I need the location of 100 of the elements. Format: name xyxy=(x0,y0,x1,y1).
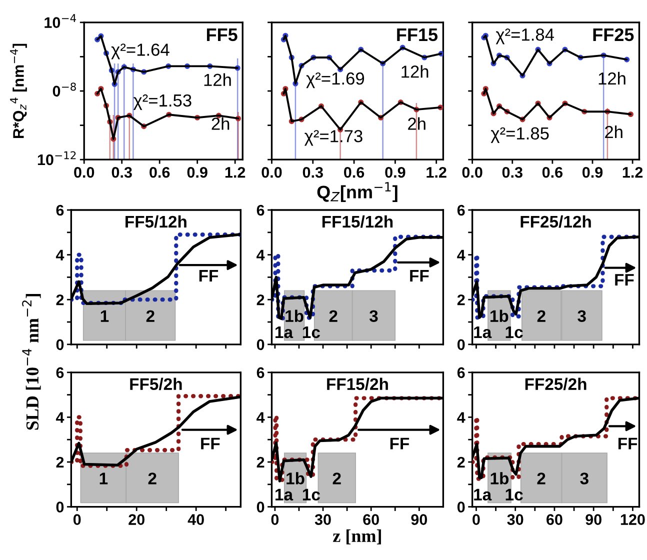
x-tick-label: 0.9 xyxy=(582,166,603,178)
chart-title: FF25/2h xyxy=(525,378,586,390)
band-label: 2 xyxy=(332,472,341,484)
band-label: 3 xyxy=(578,310,586,322)
y-tick-label: 0$^{−8}$ xyxy=(52,82,76,97)
x-tick-label: 0.0 xyxy=(74,166,94,178)
y-tick-label: 2 xyxy=(457,456,465,468)
annotation: 1a xyxy=(276,488,294,501)
annotation: FF xyxy=(410,270,429,282)
x-tick-label: 1.2 xyxy=(426,166,446,178)
band-label: 2 xyxy=(148,472,156,484)
x-tick-label: 60 xyxy=(546,514,562,525)
annotation: 2h xyxy=(212,117,230,130)
band-label: 1b xyxy=(490,472,509,484)
annotation: 1a xyxy=(474,326,492,338)
band-label: 1b xyxy=(286,472,304,484)
y-tick-label: 6 xyxy=(56,204,64,216)
annotation: 2h xyxy=(408,117,426,130)
chart-title: FF25 xyxy=(593,28,634,42)
chart-title: FF15 xyxy=(397,28,438,42)
x-tick-label: 0 xyxy=(271,514,279,525)
annotation: 2h xyxy=(605,125,622,138)
annotation: 1a xyxy=(276,326,294,338)
y-tick-label: 10$^{−4}$ xyxy=(44,14,76,28)
x-tick-label: 0.6 xyxy=(150,166,170,178)
y-tick-label: 6 xyxy=(457,367,465,378)
y-tick-label: 6 xyxy=(256,204,264,216)
y-tick-label: 4 xyxy=(56,250,64,260)
chart-title: FF5/2h xyxy=(130,378,182,390)
y-tick-label: 4 xyxy=(457,250,466,260)
annotation: 12h xyxy=(598,72,626,85)
band-label: 1b xyxy=(286,310,304,322)
band-label: 2 xyxy=(537,310,546,322)
y-tick-label: 6 xyxy=(56,367,64,378)
annotation: FF xyxy=(201,438,220,450)
chart-title: FF5 xyxy=(206,28,238,42)
y-axis-title: SLD [10$^{−4}$ nm$^{−2}$] xyxy=(22,294,41,430)
x-tick-label: 60 xyxy=(363,514,379,525)
y-tick-label: 2 xyxy=(457,294,465,306)
y-tick-label: 4 xyxy=(56,412,64,423)
annotation: 1c xyxy=(506,326,523,338)
x-tick-label: 30 xyxy=(314,514,331,525)
x-tick-label: 0 xyxy=(472,514,480,525)
band-label: 2 xyxy=(329,310,338,322)
y-tick-label: 10$^{−12}$ xyxy=(38,151,76,166)
x-tick-label: 1.2 xyxy=(622,166,643,178)
x-tick-label: 90 xyxy=(586,514,602,525)
annotation: FF xyxy=(199,270,218,282)
y-tick-label: 0 xyxy=(457,339,465,350)
y-tick-label: 4 xyxy=(256,412,265,423)
annotation: χ²=1.53 xyxy=(133,94,192,110)
x-tick-label: 0.9 xyxy=(385,166,406,178)
x-tick-label: 1.2 xyxy=(225,166,246,178)
y-tick-label: 2 xyxy=(56,294,64,306)
x-tick-label: 0.0 xyxy=(262,166,282,178)
y-tick-label: 4 xyxy=(256,250,265,260)
y-tick-label: 0 xyxy=(457,502,465,512)
x-tick-label: 0.6 xyxy=(542,166,562,178)
band-label: 3 xyxy=(580,472,588,484)
band-label: 2 xyxy=(537,472,546,484)
annotation: FF xyxy=(615,274,634,286)
y-tick-label: 0 xyxy=(56,339,64,350)
y-tick-label: 2 xyxy=(256,456,264,468)
x-tick-label: 40 xyxy=(188,514,204,525)
y-tick-label: 2 xyxy=(56,456,64,468)
y-tick-label: 4 xyxy=(457,412,466,423)
annotation: χ²=1.69 xyxy=(306,72,364,88)
annotation: χ²=1.73 xyxy=(304,130,362,146)
band-label: 1 xyxy=(100,310,109,322)
y-tick-label: 0 xyxy=(256,502,264,512)
band-label: 3 xyxy=(369,310,378,322)
x-tick-label: 0.0 xyxy=(462,166,482,178)
y-tick-label: 0 xyxy=(56,502,64,512)
x-tick-label: 30 xyxy=(507,514,524,525)
annotation: 1c xyxy=(302,488,320,501)
x-tick-label: 0.9 xyxy=(187,166,208,178)
annotation: FF xyxy=(390,438,410,450)
chart-title: FF25/12h xyxy=(520,215,591,228)
y-tick-label: 0 xyxy=(256,339,264,350)
x-tick-label: 120 xyxy=(620,514,645,525)
y-axis-title: R*Q$_{z}$$^{4}$ [nm$^{−4}$] xyxy=(10,44,27,138)
annotation: 1c xyxy=(302,326,320,338)
band-label: 1 xyxy=(100,472,108,484)
band-label: 2 xyxy=(146,310,154,322)
annotation: χ²=1.85 xyxy=(490,127,549,143)
annotation: χ²=1.64 xyxy=(111,44,170,60)
chart-title: FF15/12h xyxy=(322,215,393,228)
y-tick-label: 2 xyxy=(256,294,264,306)
y-tick-label: 6 xyxy=(457,204,465,216)
annotation: 1c xyxy=(506,488,523,501)
x-tick-label: 20 xyxy=(128,514,144,525)
x-tick-label: 90 xyxy=(411,514,428,525)
annotation: FF xyxy=(618,438,638,450)
annotation: 12h xyxy=(204,73,231,86)
x-tick-label: 0.3 xyxy=(302,166,323,178)
x-tick-label: 0.3 xyxy=(112,166,132,178)
x-tick-label: 0.3 xyxy=(502,166,522,178)
x-axis-title: z [nm] xyxy=(333,529,381,544)
x-axis-title: Q$_{Z}$[nm$^{−1}$] xyxy=(317,182,398,202)
x-tick-label: 0.6 xyxy=(344,166,364,178)
